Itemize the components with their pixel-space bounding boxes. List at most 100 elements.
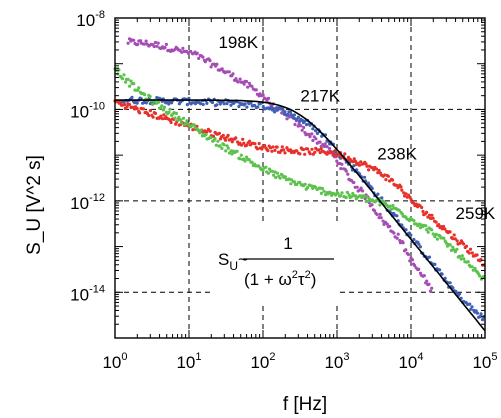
- data-point-198K: [375, 212, 379, 217]
- series-label-198K: 198K: [218, 33, 258, 52]
- data-point-198K: [388, 224, 392, 228]
- data-point-198K: [247, 81, 251, 85]
- data-point-259K: [222, 143, 226, 147]
- data-point-259K: [426, 230, 430, 234]
- data-point-238K: [409, 197, 413, 202]
- data-point-238K: [191, 128, 195, 132]
- data-point-259K: [362, 194, 366, 198]
- data-point-259K: [266, 171, 270, 175]
- data-point-198K: [234, 77, 238, 81]
- data-point-217K: [443, 276, 447, 280]
- data-point-217K: [451, 286, 455, 290]
- data-point-238K: [255, 147, 260, 151]
- data-point-198K: [302, 125, 306, 130]
- data-point-198K: [236, 80, 240, 84]
- data-point-238K: [367, 168, 371, 172]
- data-point-238K: [420, 205, 424, 210]
- data-point-259K: [272, 173, 276, 177]
- lorentzian-fit-curve: [115, 99, 486, 332]
- data-point-217K: [412, 237, 416, 242]
- data-point-198K: [227, 70, 231, 74]
- lorentzian-formula: SU~ 1 (1 + ω2τ2): [212, 224, 340, 302]
- data-point-217K: [283, 110, 287, 114]
- data-point-238K: [205, 130, 209, 134]
- data-point-259K: [389, 207, 393, 211]
- data-point-238K: [223, 138, 228, 142]
- data-point-198K: [238, 77, 242, 81]
- data-point-217K: [215, 103, 219, 107]
- data-point-238K: [148, 109, 152, 113]
- x-tick-label-0: 100: [102, 351, 127, 372]
- data-point-238K: [330, 150, 334, 154]
- data-point-217K: [458, 292, 462, 296]
- data-point-238K: [431, 216, 435, 220]
- data-point-238K: [147, 113, 151, 118]
- data-point-198K: [427, 282, 431, 286]
- x-tick-label-1: 101: [176, 351, 201, 372]
- data-point-259K: [459, 257, 463, 261]
- data-point-259K: [347, 193, 351, 197]
- data-point-217K: [433, 262, 437, 266]
- data-point-198K: [410, 258, 415, 262]
- data-point-259K: [319, 191, 323, 195]
- data-point-259K: [448, 243, 452, 247]
- data-point-238K: [441, 224, 446, 229]
- data-point-198K: [152, 44, 156, 49]
- data-point-198K: [244, 79, 249, 84]
- data-point-198K: [208, 59, 212, 63]
- data-point-259K: [162, 105, 167, 109]
- data-point-198K: [346, 172, 350, 176]
- data-point-198K: [323, 142, 327, 146]
- data-point-238K: [443, 227, 447, 231]
- data-point-217K: [205, 101, 209, 105]
- data-point-259K: [270, 169, 275, 173]
- data-point-259K: [209, 136, 213, 140]
- data-point-217K: [286, 113, 290, 117]
- data-point-238K: [270, 149, 274, 153]
- data-point-259K: [128, 84, 132, 88]
- data-point-198K: [285, 117, 289, 121]
- data-point-198K: [155, 44, 159, 48]
- data-point-259K: [198, 131, 202, 135]
- data-point-198K: [209, 65, 213, 69]
- data-point-198K: [139, 39, 143, 43]
- data-point-238K: [226, 133, 230, 137]
- data-point-217K: [201, 102, 205, 107]
- data-point-238K: [365, 164, 369, 168]
- data-point-238K: [266, 149, 270, 153]
- data-point-259K: [292, 180, 297, 184]
- data-point-217K: [303, 119, 307, 123]
- data-point-238K: [475, 253, 479, 257]
- data-point-238K: [377, 168, 381, 173]
- data-point-198K: [144, 39, 148, 43]
- data-point-217K: [469, 307, 473, 311]
- data-point-238K: [462, 242, 466, 246]
- data-point-217K: [427, 255, 432, 259]
- x-axis-label: f [Hz]: [283, 394, 327, 415]
- data-point-217K: [417, 242, 421, 246]
- data-point-259K: [192, 123, 196, 127]
- data-point-259K: [365, 195, 369, 199]
- data-point-259K: [160, 104, 164, 108]
- data-point-198K: [164, 42, 168, 47]
- data-point-198K: [379, 216, 383, 220]
- data-point-198K: [404, 248, 408, 252]
- data-point-238K: [229, 137, 233, 141]
- data-point-198K: [392, 231, 396, 235]
- formula-numerator: 1: [283, 234, 292, 253]
- data-point-217K: [370, 186, 374, 191]
- data-point-217K: [296, 115, 300, 119]
- data-point-238K: [308, 152, 312, 156]
- data-point-238K: [240, 143, 244, 147]
- data-point-259K: [179, 121, 184, 125]
- data-point-259K: [185, 119, 189, 123]
- data-point-238K: [352, 157, 356, 161]
- data-point-259K: [397, 208, 401, 212]
- data-point-259K: [225, 144, 229, 148]
- data-point-217K: [448, 281, 452, 285]
- data-point-198K: [322, 144, 326, 149]
- data-point-259K: [120, 77, 125, 81]
- data-point-259K: [239, 153, 243, 157]
- data-point-198K: [359, 186, 363, 190]
- data-point-198K: [352, 180, 356, 185]
